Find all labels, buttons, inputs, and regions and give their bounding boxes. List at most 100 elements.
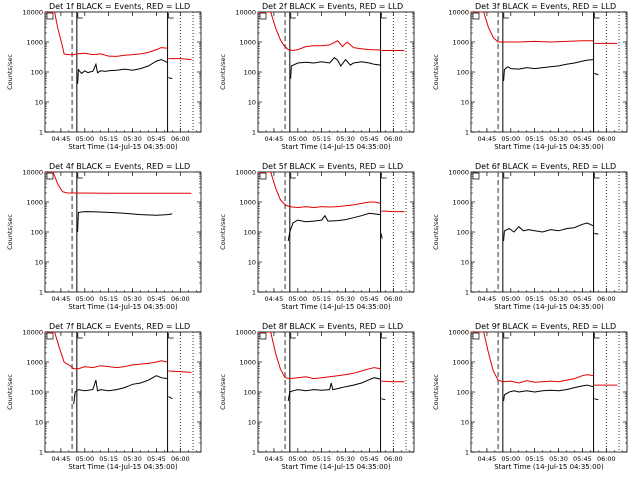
panel-det-2: Det 2f BLACK = Events, RED = LLD 1 10 100 10…	[219, 2, 415, 151]
series-lld-line	[471, 12, 594, 43]
plot-frame	[257, 331, 415, 453]
series-events-line	[503, 384, 594, 402]
flag-marker-icon	[168, 13, 174, 19]
x-tick-label: 06:00	[384, 455, 403, 463]
series-lld-line	[168, 58, 192, 61]
series-events-line	[168, 77, 173, 80]
x-tick-label: 05:45	[360, 295, 379, 303]
y-tick-label: 1	[39, 288, 43, 296]
y-tick-label: 1	[39, 128, 43, 136]
flag-marker-icon	[290, 13, 296, 19]
y-tick-label: 1	[465, 128, 469, 136]
y-tick-label: 1000	[239, 198, 256, 206]
series-events-line	[594, 232, 599, 235]
series-events-line	[290, 57, 381, 79]
plot-frame	[257, 171, 415, 293]
y-tick-label: 10	[461, 98, 469, 106]
panel-title: Det 1f BLACK = Events, RED = LLD	[49, 2, 190, 11]
x-axis-label: Start Time (14-Jul-15 04:35:00)	[68, 143, 178, 151]
x-tick-label: 04:45	[265, 455, 284, 463]
series-events-line	[503, 222, 594, 242]
x-tick-label: 05:15	[99, 455, 118, 463]
y-tick-label: 10	[248, 258, 256, 266]
x-tick-label: 05:30	[123, 455, 142, 463]
y-tick-label: 100	[457, 228, 469, 236]
y-tick-label: 10	[461, 258, 469, 266]
x-tick-label: 05:00	[75, 295, 94, 303]
flag-marker-icon	[381, 173, 387, 179]
x-tick-label: 05:30	[123, 295, 142, 303]
corner-marker-icon	[472, 172, 480, 180]
panel-title: Det 8f BLACK = Events, RED = LLD	[262, 322, 403, 331]
y-axis-label: Counts/sec	[219, 374, 227, 410]
y-tick-label: 100	[244, 228, 256, 236]
x-tick-label: 05:45	[573, 135, 592, 143]
panel-title: Det 2f BLACK = Events, RED = LLD	[262, 2, 403, 11]
x-tick-label: 05:45	[147, 455, 166, 463]
x-tick-label: 05:15	[312, 455, 331, 463]
y-tick-label: 1000	[26, 358, 43, 366]
x-tick-label: 04:45	[52, 295, 71, 303]
corner-marker-icon	[259, 172, 267, 180]
flag-marker-icon	[290, 333, 296, 339]
panel-title: Det 6f BLACK = Events, RED = LLD	[475, 162, 616, 171]
flag-marker-icon	[594, 173, 600, 179]
series-events-line	[287, 212, 381, 242]
series-events-line	[73, 375, 168, 404]
series-lld-line	[471, 332, 594, 384]
plot-frame	[44, 171, 202, 293]
y-tick-label: 100	[244, 388, 256, 396]
flag-marker-icon	[594, 333, 600, 339]
corner-marker-icon	[259, 12, 267, 20]
panel-det-5: Det 5f BLACK = Events, RED = LLD 1 10 100 10…	[219, 162, 415, 311]
y-axis-label: Counts/sec	[6, 374, 14, 410]
x-tick-label: 05:30	[336, 135, 355, 143]
series-events-line	[503, 59, 594, 82]
x-tick-label: 05:45	[360, 135, 379, 143]
x-tick-label: 05:00	[501, 135, 520, 143]
corner-marker-icon	[259, 332, 267, 340]
x-tick-label: 05:15	[525, 295, 544, 303]
x-tick-label: 05:30	[336, 455, 355, 463]
x-tick-label: 05:30	[549, 455, 568, 463]
x-tick-label: 04:45	[478, 295, 497, 303]
panel-det-8: Det 8f BLACK = Events, RED = LLD 1 10 100 10…	[219, 322, 415, 471]
x-tick-label: 05:15	[525, 135, 544, 143]
flag-marker-icon	[77, 13, 83, 19]
series-events-line	[380, 233, 383, 239]
y-tick-label: 100	[244, 68, 256, 76]
x-tick-label: 05:00	[501, 455, 520, 463]
flag-marker-icon	[503, 333, 509, 339]
y-axis-label: Counts/sec	[432, 214, 440, 250]
panel-det-4: Det 4f BLACK = Events, RED = LLD 1 10 100 10…	[6, 162, 202, 311]
flag-marker-icon	[594, 13, 600, 19]
x-axis-label: Start Time (14-Jul-15 04:35:00)	[494, 463, 604, 471]
plot-frame	[257, 11, 415, 133]
x-axis-label: Start Time (14-Jul-15 04:35:00)	[281, 303, 391, 311]
y-tick-label: 100	[457, 388, 469, 396]
panel-title: Det 5f BLACK = Events, RED = LLD	[262, 162, 403, 171]
x-tick-label: 05:00	[501, 295, 520, 303]
x-tick-label: 05:00	[288, 135, 307, 143]
x-tick-label: 05:15	[99, 135, 118, 143]
x-tick-label: 05:45	[573, 455, 592, 463]
x-tick-label: 05:45	[147, 135, 166, 143]
corner-marker-icon	[472, 12, 480, 20]
flag-marker-icon	[381, 333, 387, 339]
x-tick-label: 05:45	[573, 295, 592, 303]
x-tick-label: 04:45	[478, 455, 497, 463]
y-tick-label: 10000	[22, 168, 43, 176]
flag-marker-icon	[77, 333, 83, 339]
y-tick-label: 10	[248, 418, 256, 426]
plot-frame	[44, 331, 202, 453]
x-tick-label: 05:00	[75, 455, 94, 463]
x-tick-label: 04:45	[265, 295, 284, 303]
x-axis-label: Start Time (14-Jul-15 04:35:00)	[494, 143, 604, 151]
flag-marker-icon	[168, 333, 174, 339]
series-lld-line	[168, 370, 192, 373]
x-tick-label: 05:00	[288, 295, 307, 303]
flag-marker-icon	[381, 13, 387, 19]
series-events-line	[381, 398, 386, 401]
y-tick-label: 1000	[26, 38, 43, 46]
